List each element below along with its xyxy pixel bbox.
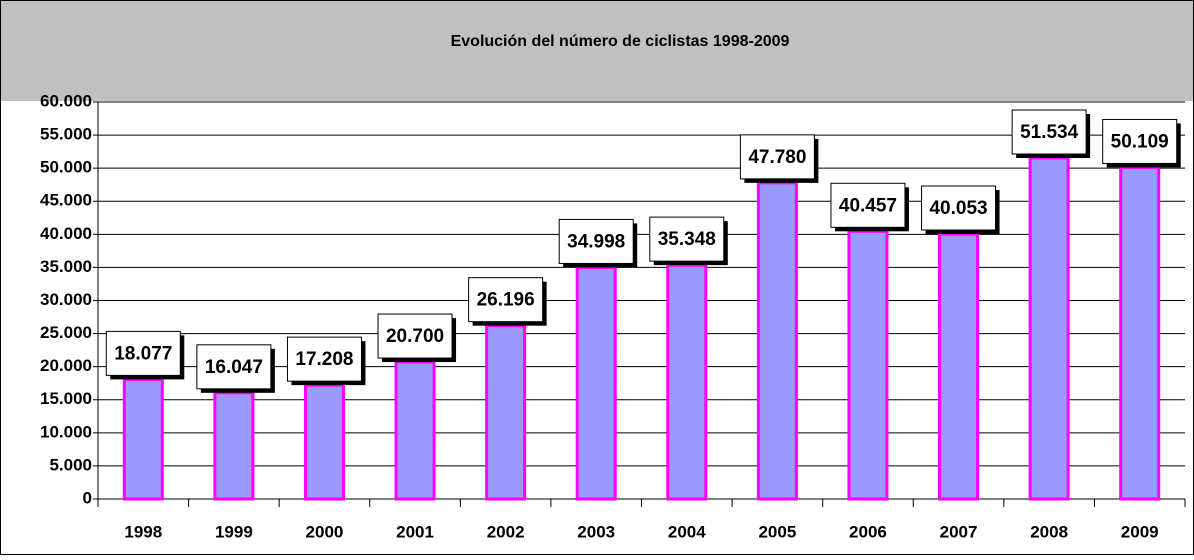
y-tick-label: 5.000 bbox=[49, 455, 92, 474]
x-tick-label: 1998 bbox=[124, 522, 162, 541]
bar bbox=[756, 181, 798, 501]
data-label: 50.109 bbox=[1111, 131, 1169, 152]
y-tick-label: 35.000 bbox=[40, 257, 92, 276]
data-label: 26.196 bbox=[477, 290, 535, 311]
y-tick-label: 45.000 bbox=[40, 191, 92, 210]
y-tick-label: 25.000 bbox=[40, 323, 92, 342]
data-label: 40.457 bbox=[839, 195, 897, 216]
bar bbox=[938, 232, 980, 501]
y-tick-label: 15.000 bbox=[40, 389, 92, 408]
y-tick-label: 60.000 bbox=[40, 91, 92, 110]
data-label: 35.348 bbox=[658, 229, 716, 250]
x-tick-label: 1999 bbox=[215, 522, 253, 541]
data-label: 17.208 bbox=[295, 349, 353, 370]
x-tick-label: 2009 bbox=[1121, 522, 1159, 541]
x-tick-label: 2007 bbox=[940, 522, 978, 541]
x-tick-label: 2006 bbox=[849, 522, 887, 541]
x-tick-label: 2003 bbox=[577, 522, 615, 541]
label-box bbox=[468, 277, 544, 323]
x-tick-label: 2001 bbox=[396, 522, 434, 541]
bar bbox=[1119, 165, 1161, 501]
y-tick-label: 30.000 bbox=[40, 290, 92, 309]
data-label: 20.700 bbox=[386, 326, 444, 347]
bar bbox=[666, 263, 708, 501]
bar bbox=[847, 229, 889, 501]
x-tick-label: 2008 bbox=[1030, 522, 1068, 541]
x-tick-label: 2000 bbox=[306, 522, 344, 541]
bar bbox=[485, 324, 527, 501]
y-tick-label: 10.000 bbox=[40, 422, 92, 441]
y-tick-label: 0 bbox=[83, 488, 92, 507]
data-label: 47.780 bbox=[748, 147, 806, 168]
label-box bbox=[558, 218, 634, 264]
data-label: 40.053 bbox=[929, 198, 987, 219]
label-box bbox=[196, 344, 272, 390]
bar bbox=[575, 265, 617, 501]
bar bbox=[394, 360, 436, 501]
bar bbox=[122, 377, 164, 501]
label-box bbox=[1102, 118, 1178, 164]
y-tick-label: 20.000 bbox=[40, 356, 92, 375]
label-box bbox=[649, 216, 725, 262]
x-tick-label: 2005 bbox=[758, 522, 796, 541]
header-band bbox=[0, 0, 1194, 101]
bar bbox=[213, 391, 255, 501]
label-box bbox=[377, 313, 453, 359]
data-label: 34.998 bbox=[567, 231, 625, 252]
bar bbox=[1028, 156, 1070, 501]
data-label: 16.047 bbox=[205, 357, 263, 378]
label-box bbox=[830, 182, 906, 228]
y-tick-label: 50.000 bbox=[40, 158, 92, 177]
label-box bbox=[105, 330, 181, 376]
label-box bbox=[1011, 109, 1087, 155]
x-tick-label: 2002 bbox=[487, 522, 525, 541]
y-tick-label: 40.000 bbox=[40, 224, 92, 243]
chart-title: Evolución del número de ciclistas 1998-2… bbox=[451, 33, 790, 50]
label-box bbox=[739, 134, 815, 180]
label-box bbox=[286, 336, 362, 382]
data-label: 51.534 bbox=[1020, 122, 1079, 143]
data-label: 18.077 bbox=[114, 343, 172, 364]
y-tick-label: 55.000 bbox=[40, 125, 92, 144]
bar bbox=[303, 383, 345, 501]
x-tick-label: 2004 bbox=[668, 522, 706, 541]
label-box bbox=[921, 185, 997, 231]
